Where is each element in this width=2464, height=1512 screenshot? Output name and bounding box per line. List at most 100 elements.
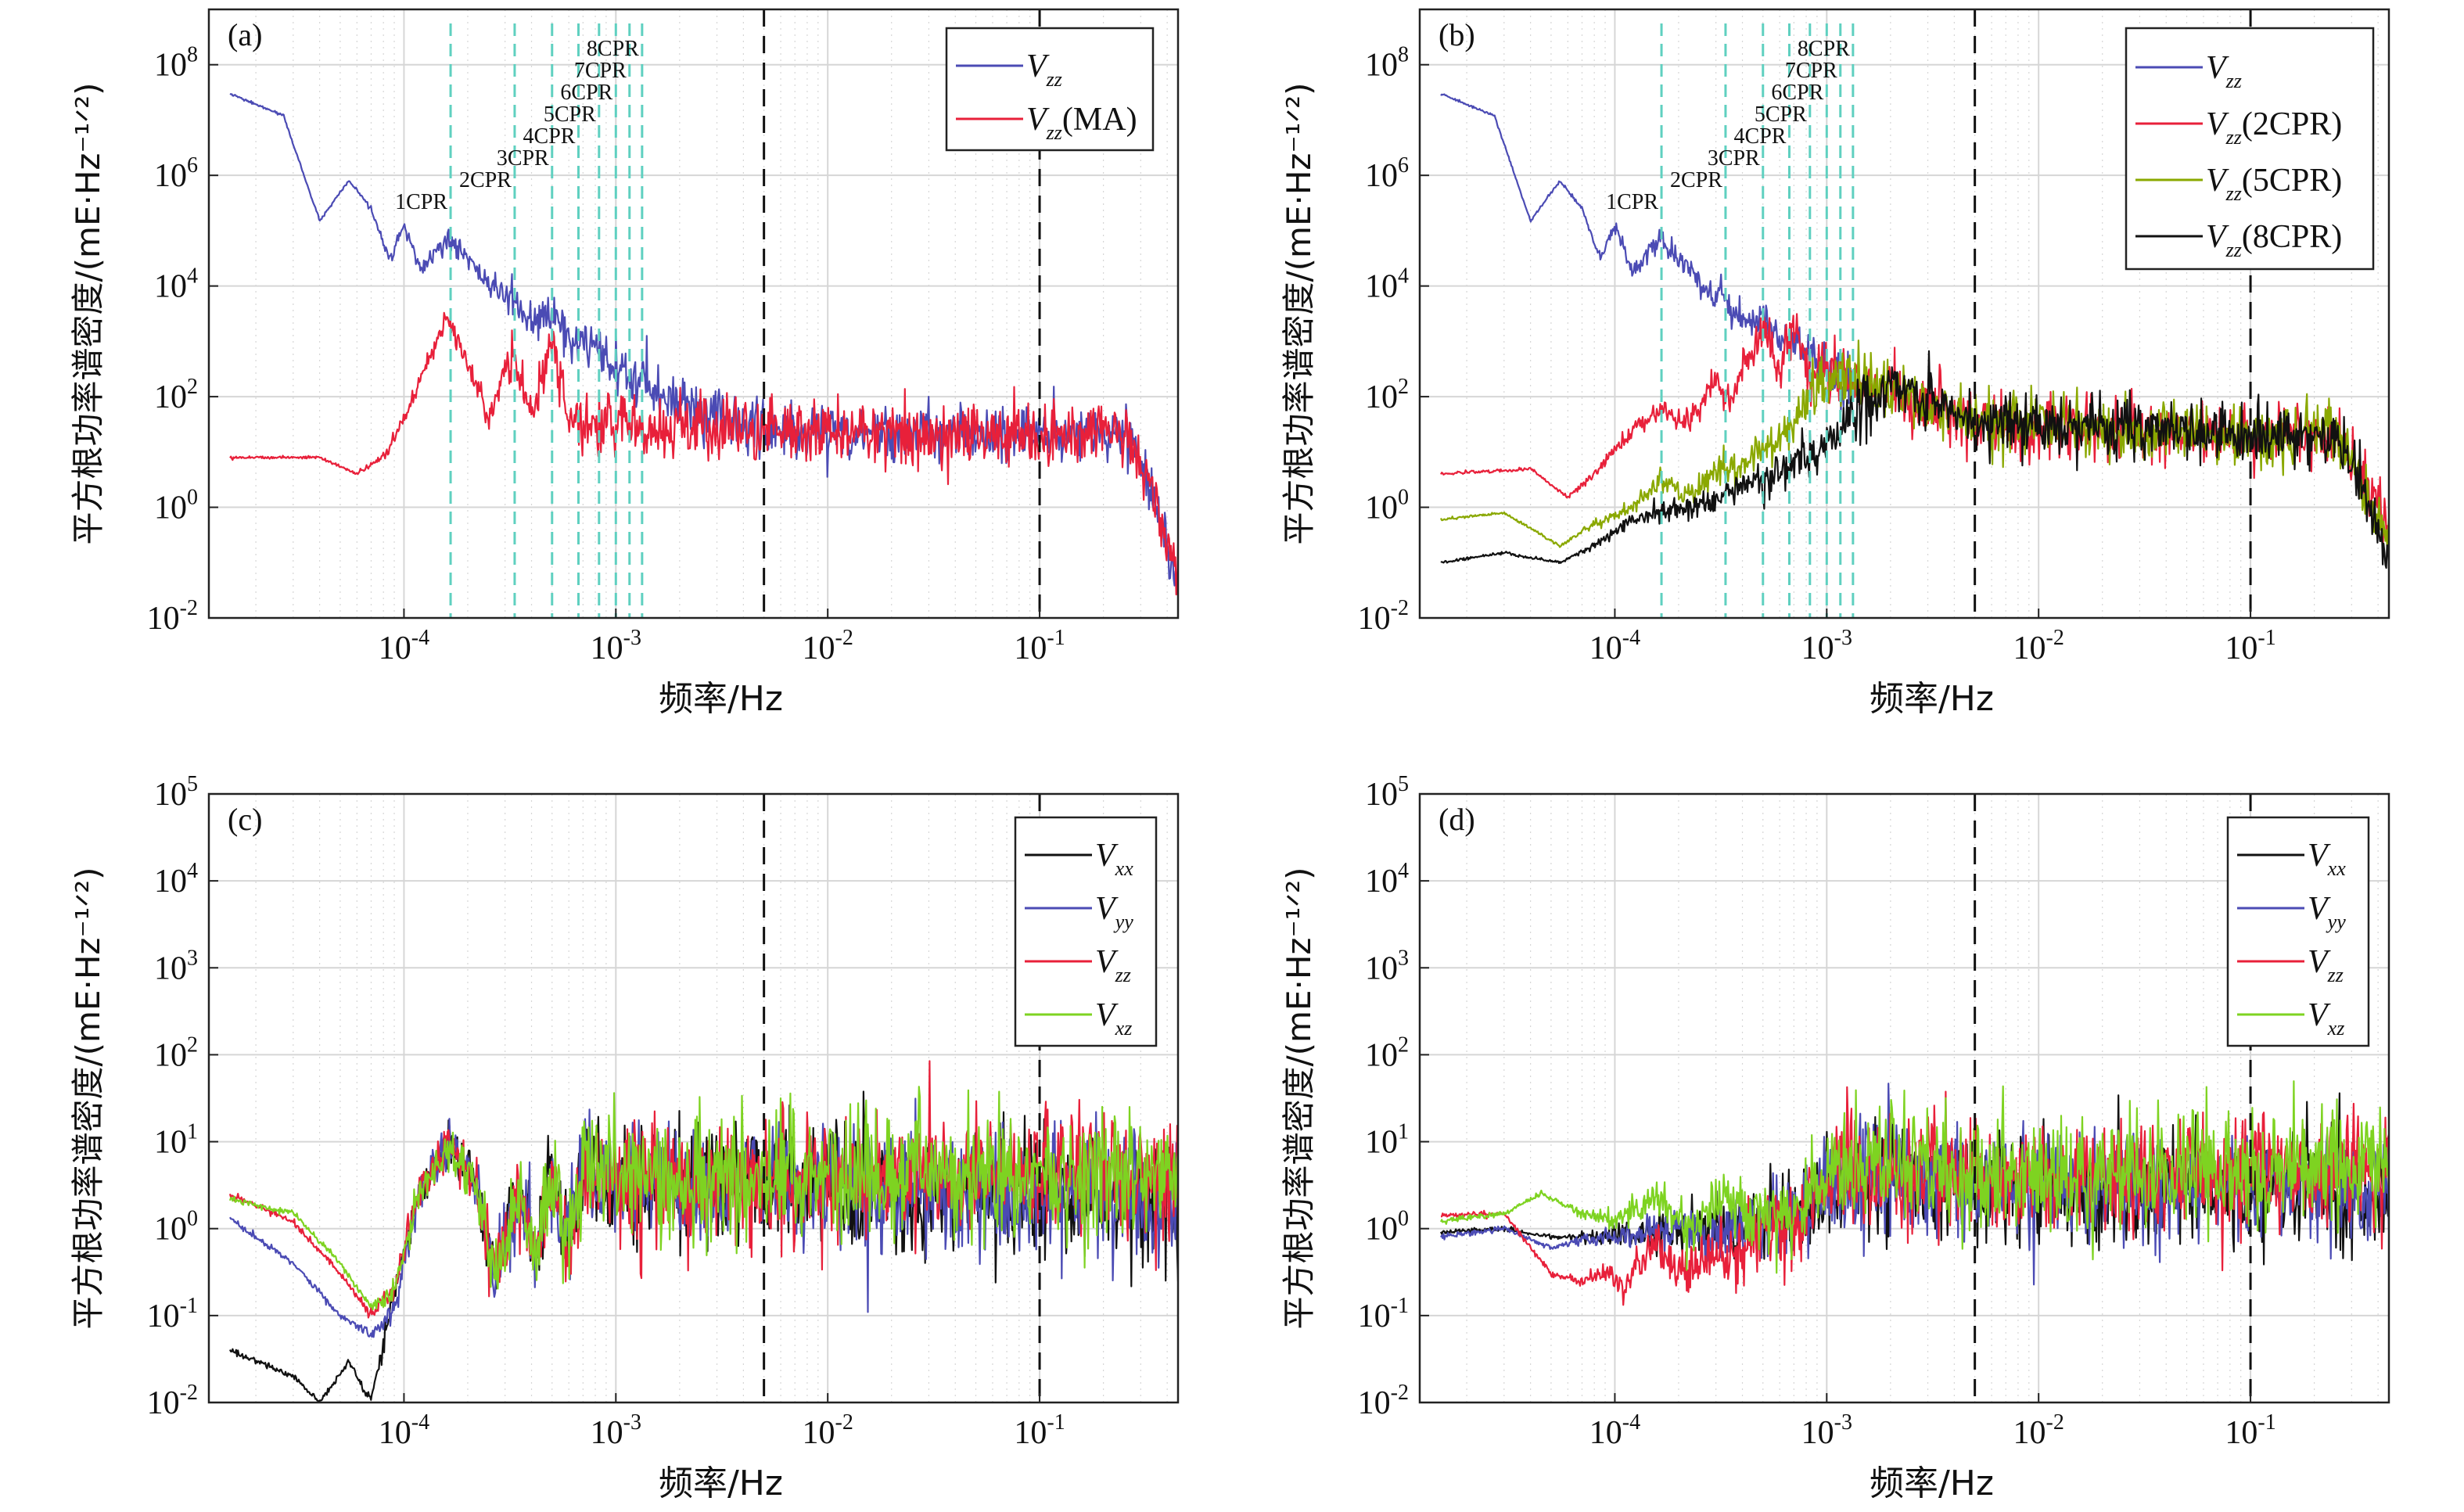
- x-tick-label: 10-1: [2225, 626, 2275, 666]
- series-line-vzz-8cpr-: [1440, 350, 2389, 569]
- legend: Vxx Vyy Vzz Vxz: [1014, 816, 1158, 1047]
- series-line-vzz: [229, 92, 1178, 587]
- cpr-label: 8CPR: [1798, 37, 1850, 61]
- legend-entry: Vxx: [2308, 838, 2346, 880]
- plot-frame: [207, 8, 1180, 620]
- series-line-vzz-ma-: [229, 311, 1178, 596]
- y-tick-label: 102: [154, 1033, 198, 1073]
- legend: Vzz Vzz(2CPR) Vzz(5CPR) Vzz(8CPR): [2125, 27, 2375, 271]
- cpr-label: 8CPR: [587, 37, 639, 61]
- series-line-vzz: [1440, 93, 1852, 412]
- y-tick-label: 104: [1365, 859, 1409, 900]
- y-tick-label: 104: [154, 859, 198, 900]
- cpr-label: 6CPR: [1771, 81, 1823, 105]
- x-tick-label: 10-3: [591, 1410, 641, 1451]
- series-group: [1440, 1080, 2389, 1306]
- plot-frame: [207, 792, 1180, 1404]
- y-tick-label: 100: [1365, 1207, 1409, 1248]
- y-tick-label: 108: [154, 43, 198, 84]
- x-tick-label: 10-4: [379, 626, 429, 666]
- cpr-label: 1CPR: [1606, 190, 1658, 214]
- y-tick-label: 100: [154, 486, 198, 526]
- x-tick-label: 10-2: [803, 626, 853, 666]
- x-axis-title: 频率/Hz: [1870, 1464, 1994, 1503]
- legend-entry: Vzz(MA): [1026, 102, 1137, 144]
- x-tick-label: 10-4: [1589, 626, 1640, 666]
- x-tick-label: 10-3: [591, 626, 641, 666]
- x-axis-title: 频率/Hz: [659, 679, 783, 719]
- cpr-label: 2CPR: [1670, 168, 1722, 192]
- y-tick-label: 106: [1365, 153, 1409, 194]
- y-axis-title: 平方根功率谱密度/(mE·Hz⁻¹ᐟ²): [69, 867, 107, 1330]
- series-line-vxz: [1440, 1080, 2389, 1274]
- series-group: [229, 92, 1178, 596]
- cpr-label: 5CPR: [544, 102, 596, 127]
- x-tick-label: 10-1: [1014, 1410, 1065, 1451]
- panel-label: (d): [1439, 802, 1475, 837]
- x-axis-title: 频率/Hz: [1870, 679, 1994, 719]
- cpr-label: 1CPR: [395, 190, 447, 214]
- y-tick-label: 105: [1365, 772, 1409, 813]
- y-tick-label: 105: [154, 772, 198, 813]
- x-tick-label: 10-1: [1014, 626, 1065, 666]
- legend-entry: Vzz(2CPR): [2206, 106, 2342, 149]
- panel-label: (a): [228, 17, 262, 52]
- plot-frame: [1418, 8, 2390, 620]
- y-tick-label: 102: [1365, 375, 1409, 415]
- y-tick-label: 100: [1365, 486, 1409, 526]
- legend-entry: Vzz: [1026, 48, 1062, 91]
- cpr-label: 3CPR: [1708, 146, 1760, 171]
- legend-entry: Vzz: [2308, 944, 2344, 986]
- x-tick-label: 10-4: [379, 1410, 429, 1451]
- y-axis-title: 平方根功率谱密度/(mE·Hz⁻¹ᐟ²): [1280, 83, 1318, 545]
- y-tick-label: 10-2: [147, 596, 198, 637]
- legend: Vxx Vyy Vzz Vxz: [2226, 816, 2370, 1047]
- y-tick-label: 102: [1365, 1033, 1409, 1073]
- y-axis-title: 平方根功率谱密度/(mE·Hz⁻¹ᐟ²): [1280, 867, 1318, 1330]
- y-tick-label: 103: [1365, 946, 1409, 986]
- legend-entry: Vzz(8CPR): [2206, 219, 2342, 261]
- y-tick-label: 10-2: [147, 1381, 198, 1421]
- legend-entry: Vzz: [2206, 50, 2242, 92]
- y-tick-label: 101: [154, 1120, 198, 1161]
- panel-label: (c): [228, 802, 262, 837]
- y-tick-label: 100: [154, 1207, 198, 1248]
- x-tick-label: 10-3: [1801, 1410, 1852, 1451]
- axis-ticks: 10-4 10-3 10-2 10-1 10-2 10-1 100 101 102 103 104 1…: [147, 772, 1065, 1451]
- legend: Vzz Vzz(MA): [945, 27, 1155, 152]
- cpr-label: 6CPR: [560, 81, 612, 105]
- legend-entry: Vxz: [1095, 997, 1132, 1040]
- cpr-label: 4CPR: [523, 124, 576, 149]
- y-tick-label: 102: [154, 375, 198, 415]
- chart-panel-d: 10-4 10-3 10-2 10-1 10-2 10-1 100 101 102 103 104 1…: [1280, 772, 2390, 1503]
- series-group: [1440, 93, 2389, 569]
- x-tick-label: 10-3: [1801, 626, 1852, 666]
- cpr-label: 7CPR: [1785, 59, 1837, 83]
- y-tick-label: 10-1: [1358, 1294, 1409, 1334]
- legend-entry: Vzz: [1095, 944, 1131, 986]
- x-tick-label: 10-2: [2013, 1410, 2064, 1451]
- legend-entry: Vxz: [2308, 997, 2344, 1040]
- legend-entry: Vyy: [1095, 891, 1133, 933]
- x-tick-label: 10-4: [1589, 1410, 1640, 1451]
- cpr-label: 4CPR: [1734, 124, 1787, 149]
- y-tick-label: 101: [1365, 1120, 1409, 1161]
- series-line-vxz: [228, 1086, 1178, 1311]
- legend-entry: Vyy: [2308, 891, 2346, 933]
- series-line-vyy: [229, 1097, 1178, 1338]
- axis-ticks: 10-4 10-3 10-2 10-1 10-2 10-1 100 101 102 103 104 1…: [1358, 772, 2276, 1451]
- y-tick-label: 10-2: [1358, 596, 1409, 637]
- axis-ticks: 10-4 10-3 10-2 10-1 10-2 100 102 104 106 108: [1358, 43, 2276, 666]
- y-tick-label: 104: [1365, 264, 1409, 305]
- chart-panel-c: 10-4 10-3 10-2 10-1 10-2 10-1 100 101 102 103 104 1…: [69, 772, 1180, 1503]
- grid-lines: [209, 793, 1178, 1403]
- x-tick-label: 10-2: [2013, 626, 2064, 666]
- x-tick-label: 10-2: [803, 1410, 853, 1451]
- cpr-label: 2CPR: [459, 168, 512, 192]
- x-axis-title: 频率/Hz: [659, 1464, 783, 1503]
- y-axis-title: 平方根功率谱密度/(mE·Hz⁻¹ᐟ²): [69, 83, 107, 545]
